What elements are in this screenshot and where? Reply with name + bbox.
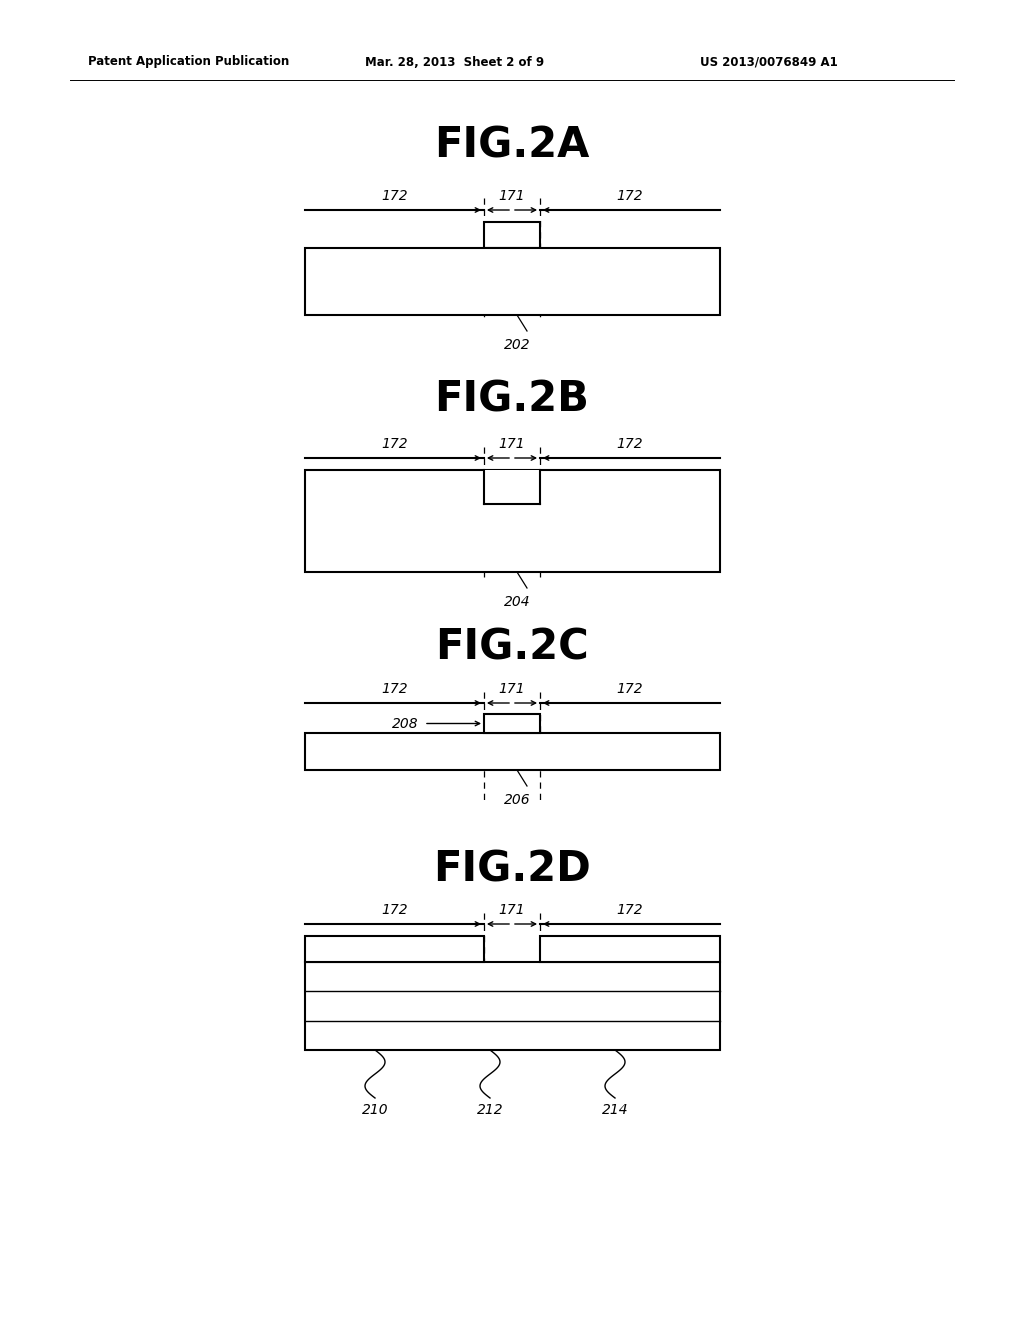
Text: 172: 172 xyxy=(616,903,643,917)
Text: 172: 172 xyxy=(616,437,643,451)
Bar xyxy=(305,936,484,962)
Text: 210: 210 xyxy=(361,1104,388,1117)
Text: Mar. 28, 2013  Sheet 2 of 9: Mar. 28, 2013 Sheet 2 of 9 xyxy=(365,55,544,69)
Text: 206: 206 xyxy=(504,793,530,807)
Text: 171: 171 xyxy=(499,437,525,451)
Text: FIG.2D: FIG.2D xyxy=(433,849,591,891)
Text: FIG.2B: FIG.2B xyxy=(434,379,590,421)
Bar xyxy=(484,470,540,504)
Text: 202: 202 xyxy=(504,338,530,352)
Text: FIG.2A: FIG.2A xyxy=(434,124,590,166)
Text: 171: 171 xyxy=(499,682,525,696)
Bar xyxy=(305,733,720,770)
Bar xyxy=(305,962,720,1049)
Text: 212: 212 xyxy=(477,1104,504,1117)
Text: 214: 214 xyxy=(602,1104,629,1117)
Bar xyxy=(484,714,540,733)
Bar xyxy=(305,248,720,315)
Text: 171: 171 xyxy=(499,903,525,917)
Bar xyxy=(540,936,720,962)
Text: 172: 172 xyxy=(381,437,408,451)
Text: 204: 204 xyxy=(504,595,530,609)
Text: 208: 208 xyxy=(392,717,419,730)
Text: FIG.2C: FIG.2C xyxy=(435,627,589,669)
Text: US 2013/0076849 A1: US 2013/0076849 A1 xyxy=(700,55,838,69)
Bar xyxy=(484,222,540,248)
Text: 172: 172 xyxy=(616,682,643,696)
Text: 172: 172 xyxy=(381,682,408,696)
Text: 172: 172 xyxy=(616,189,643,203)
Text: 172: 172 xyxy=(381,189,408,203)
Bar xyxy=(305,470,720,572)
Text: 171: 171 xyxy=(499,189,525,203)
Text: Patent Application Publication: Patent Application Publication xyxy=(88,55,289,69)
Text: 172: 172 xyxy=(381,903,408,917)
